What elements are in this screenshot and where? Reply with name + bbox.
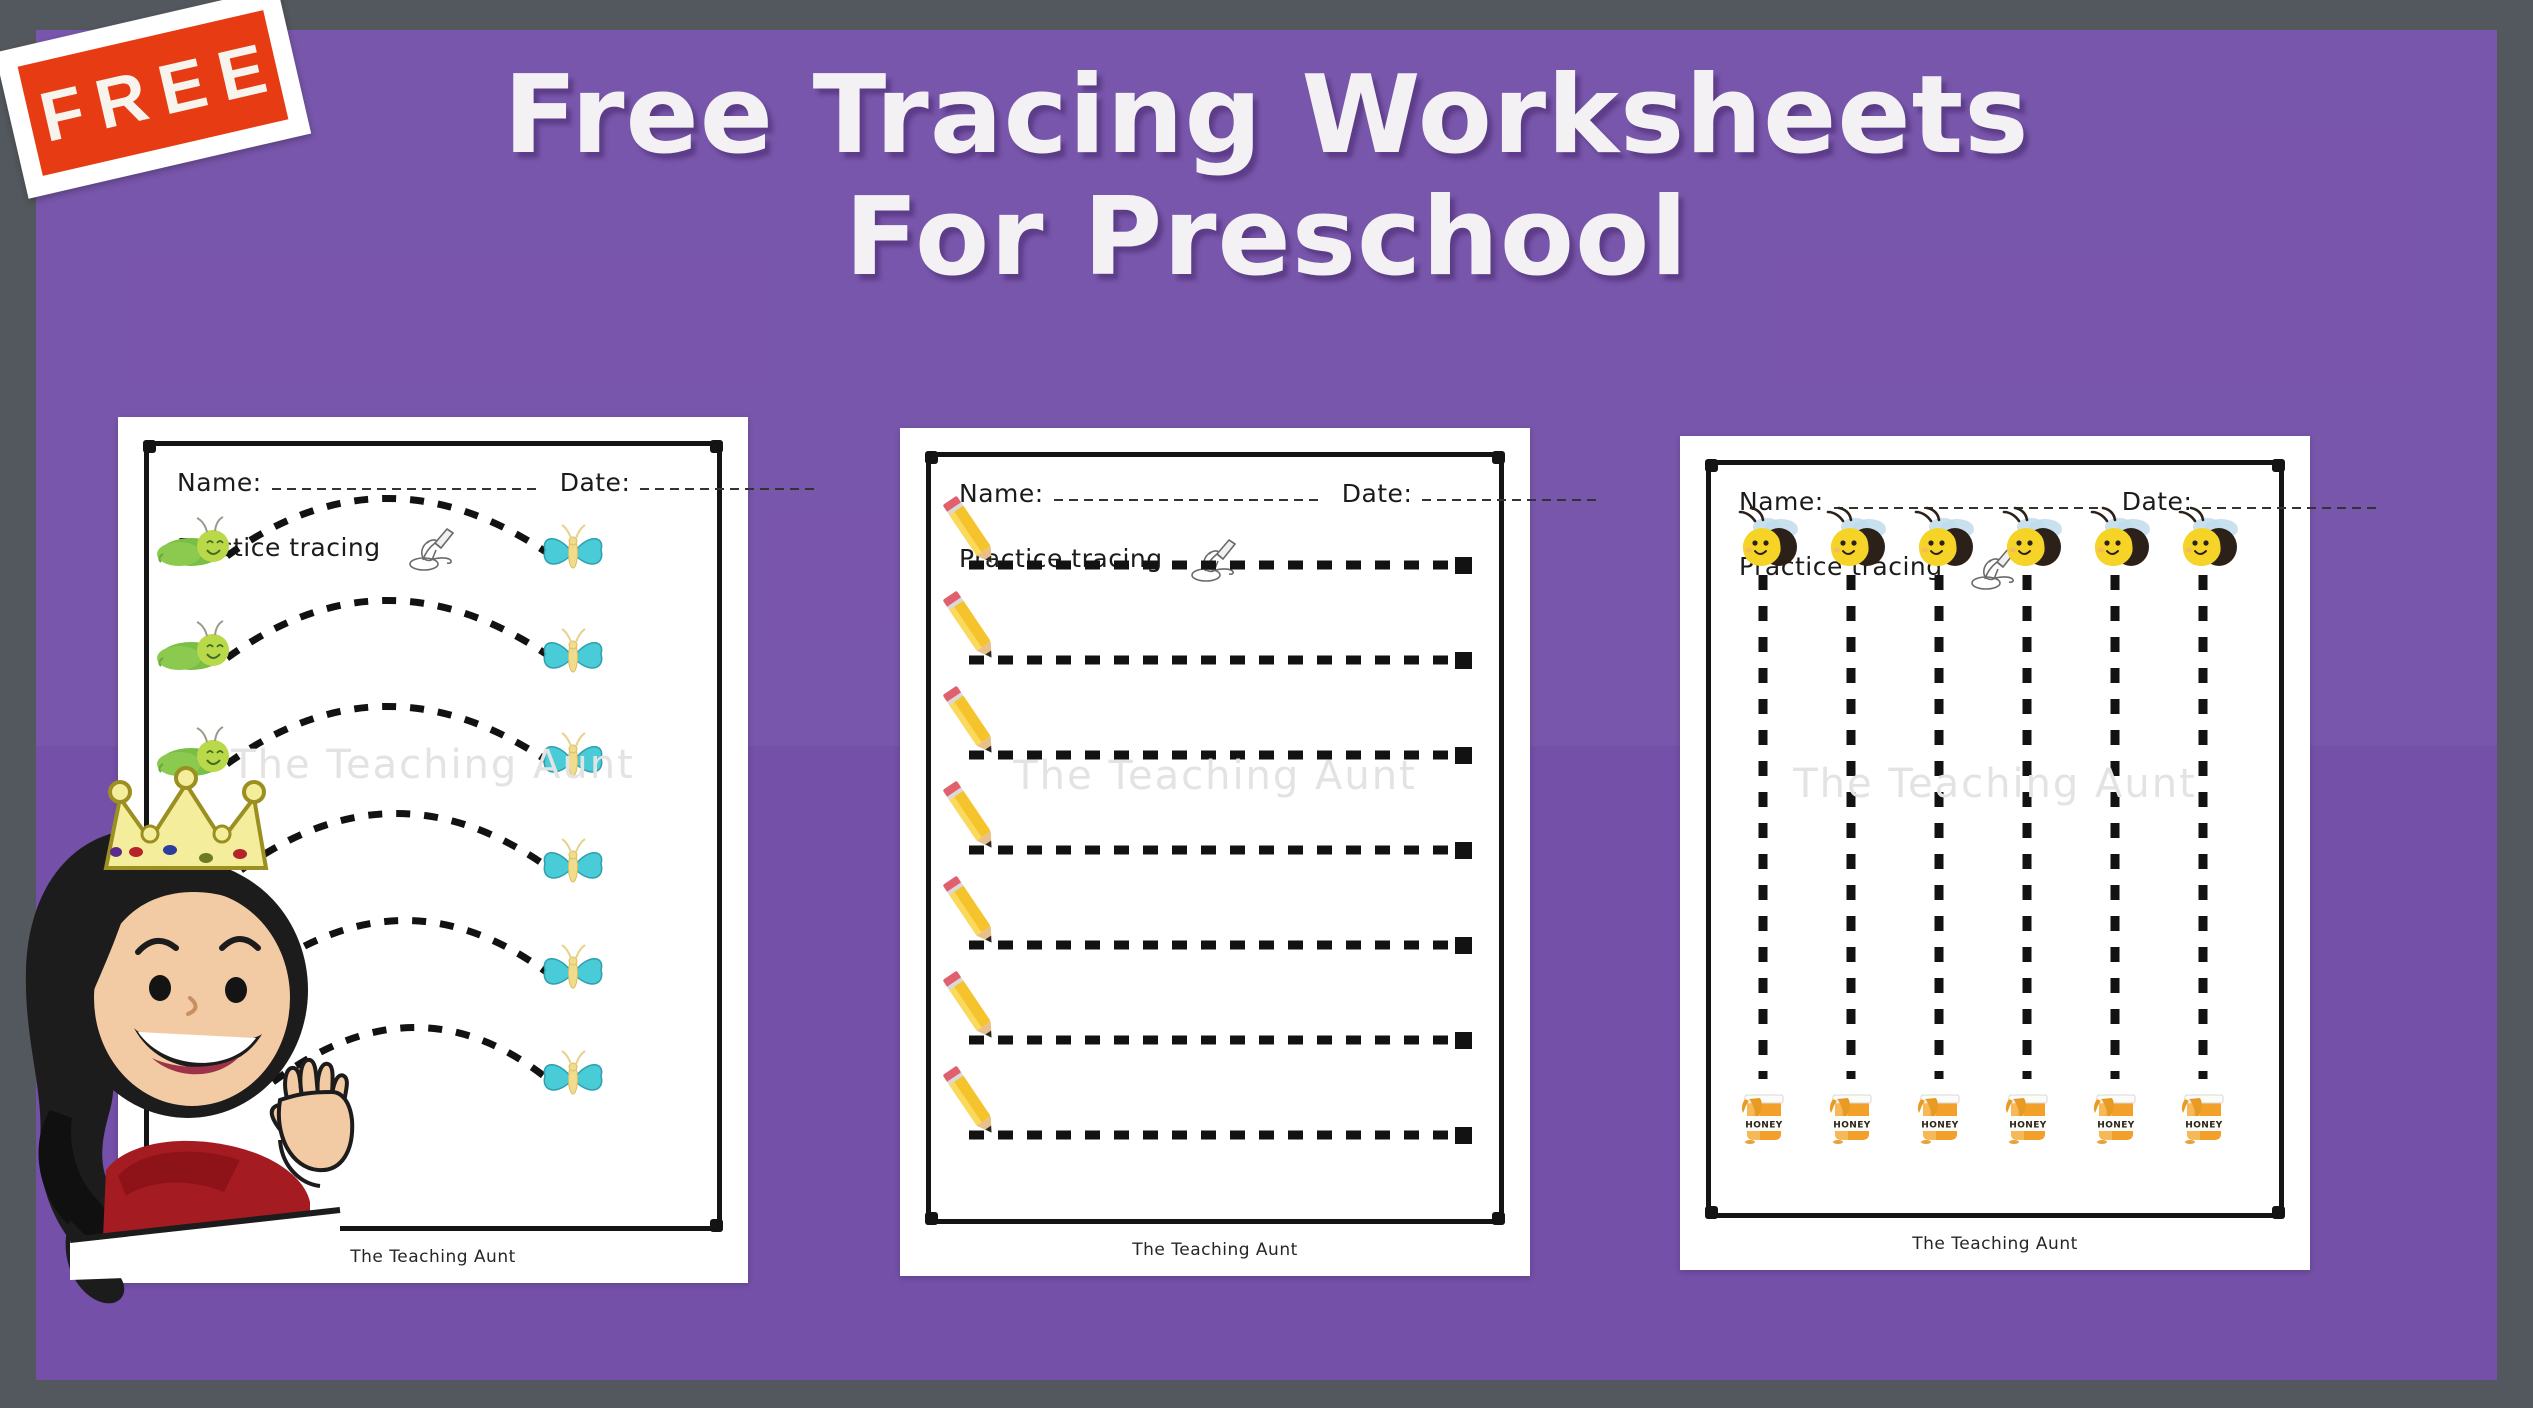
name-label: Name: [177,468,262,497]
worksheet-body [931,457,1499,1219]
name-blank-line[interactable] [1833,507,2102,509]
date-blank-line[interactable] [2202,507,2379,509]
worksheet-frame: Name: Date: Practice tracing [925,451,1599,1225]
name-label: Name: [959,479,1044,508]
frame-corner-bottom-right [2272,1206,2285,1219]
name-blank-line[interactable] [1053,499,1322,501]
worksheet-body: HONEY [1711,465,2279,1213]
frame-corner-bottom-right [1492,1212,1505,1225]
vertical-trace-layer: HONEY [1738,506,2240,1145]
date-label: Date: [1341,479,1413,508]
date-label: Date: [559,468,631,497]
date-blank-line[interactable] [1422,499,1599,501]
date-blank-line[interactable] [640,488,817,490]
title-line-2: For Preschool [844,175,1689,300]
name-date-row: Name: Date: [959,479,1599,508]
worksheet-footer: The Teaching Aunt [1132,1240,1298,1260]
worksheet-frame: Name: Date: Practice tracing [1705,459,2379,1219]
worksheet-footer: The Teaching Aunt [1912,1234,2078,1254]
frame-corner-bottom-left [925,1212,938,1225]
name-label: Name: [1739,487,1824,516]
title-line-1: Free Tracing Worksheets [503,53,2030,178]
worksheet-body [149,446,717,1226]
teaching-aunt-girl-mascot [25,766,355,1304]
name-date-row: Name: Date: [177,468,817,497]
worksheet-pencil-lines[interactable]: Name: Date: Practice tracing [900,428,1599,1276]
free-badge-label: FREE [32,26,287,157]
worksheet-bee-honey[interactable]: Name: Date: Practice tracing [1680,436,2379,1270]
frame-corner-bottom-left [1705,1206,1718,1219]
page-title: Free Tracing Worksheets For Preschool [0,62,2533,292]
line-trace-layer [942,495,1472,1144]
name-blank-line[interactable] [271,488,540,490]
worksheet-footer: The Teaching Aunt [350,1247,516,1267]
frame-corner-bottom-right [710,1219,723,1232]
arc-trace-layer [156,495,603,1095]
hand-writing-pencil-icon [408,527,454,571]
